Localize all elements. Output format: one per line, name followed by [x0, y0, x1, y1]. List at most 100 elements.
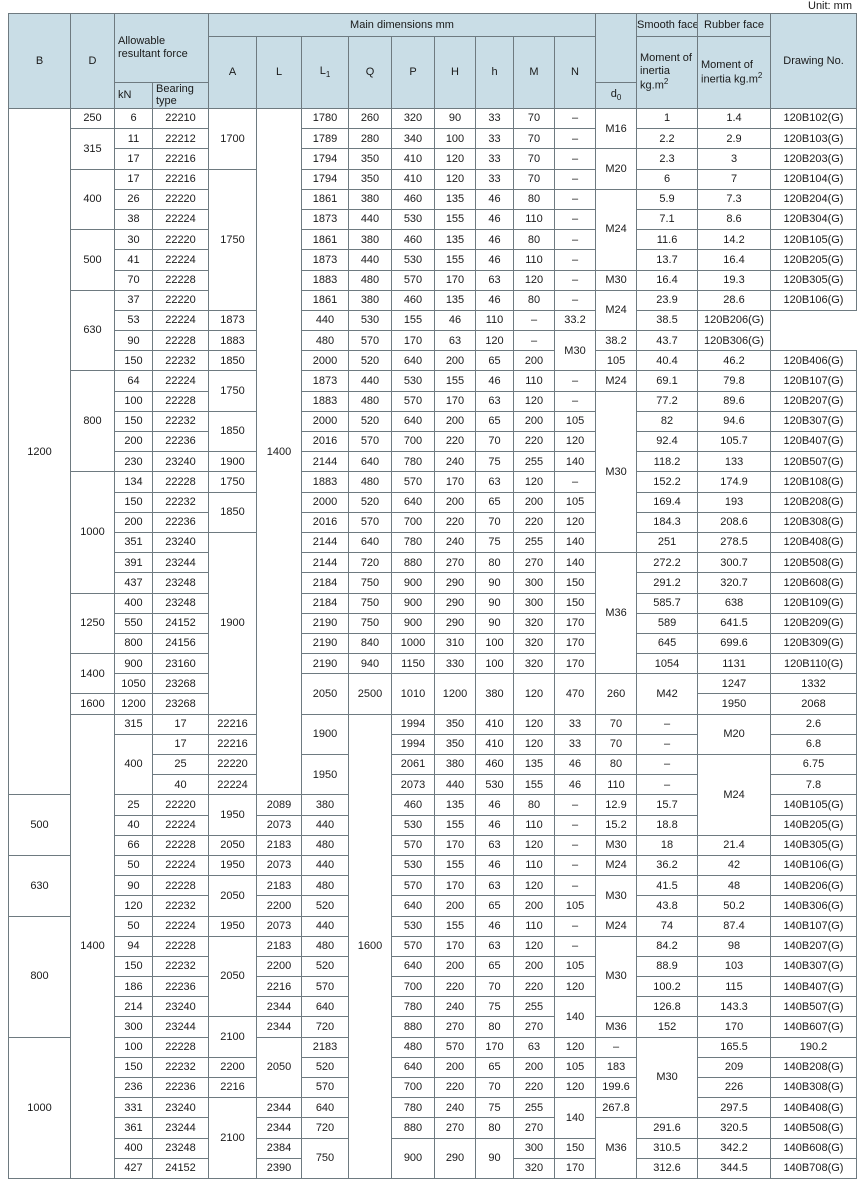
- cell-l1: 2183: [256, 834, 302, 856]
- cell-m: 200: [513, 350, 555, 372]
- cell-q: 750: [348, 612, 392, 634]
- cell-h-lower: 63: [475, 471, 514, 493]
- cell-p: 1000: [391, 632, 435, 655]
- cell-n: 170: [553, 1157, 597, 1179]
- cell-n: –: [553, 269, 597, 291]
- cell-moment-smooth: 5.9: [636, 188, 699, 210]
- cell-moment-smooth: 267.8: [595, 1097, 638, 1119]
- cell-n: –: [553, 915, 597, 937]
- cell-drawing-no: 120B105(G): [770, 229, 858, 251]
- cell-h-upper: 170: [434, 471, 476, 493]
- cell-l1: 2183: [256, 875, 302, 897]
- col-header-d: D: [70, 13, 115, 109]
- cell-p: 570: [391, 390, 435, 412]
- table-row: 400 23248 2384 750 900 290 90 300 150 310.5 342.2 1…: [9, 1137, 858, 1179]
- cell-l1: 1883: [301, 471, 349, 493]
- cell-p: 880: [391, 1016, 435, 1038]
- cell-m: 80: [595, 753, 638, 776]
- cell-moment-rubber: 320.5: [697, 1117, 772, 1139]
- cell-q: 440: [301, 854, 349, 877]
- cell-h-lower: 46: [475, 229, 514, 251]
- cell-h-lower: 70: [475, 1076, 514, 1099]
- cell-n: 120: [553, 430, 597, 453]
- cell-q: 380: [348, 289, 392, 311]
- cell-n: 105: [553, 955, 597, 978]
- cell-bearing-type: 22220: [152, 289, 209, 311]
- col-header-p: P: [391, 36, 435, 109]
- cell-n: 120: [553, 511, 597, 533]
- cell-bearing-type: 23248: [152, 572, 209, 594]
- cell-m: 80: [513, 188, 555, 210]
- cell-drawing-no: 120B507(G): [770, 451, 858, 473]
- cell-h-lower: 65: [475, 491, 514, 513]
- cell-h-upper: 240: [434, 1097, 476, 1119]
- cell-m: 120: [513, 834, 555, 856]
- cell-d0: M30: [595, 390, 638, 554]
- cell-h-lower: 65: [475, 895, 514, 917]
- cell-a: 2050: [208, 875, 257, 917]
- cell-bearing-type: 22220: [152, 229, 209, 251]
- cell-moment-rubber: 14.2: [697, 229, 772, 251]
- cell-q: 570: [301, 976, 349, 998]
- cell-drawing-no: 120B308(G): [770, 511, 858, 533]
- table-row: 1050 23268 2050 2500 1010 1200 380 120 470 260 M42…: [9, 673, 858, 715]
- cell-b: 1200: [8, 107, 71, 796]
- cell-kn: 134: [114, 471, 153, 493]
- cell-moment-rubber: 7.3: [697, 188, 772, 210]
- cell-moment-smooth: 23.9: [636, 289, 699, 311]
- cell-l1: 2000: [301, 350, 349, 372]
- cell-bearing-type: 23248: [152, 592, 209, 614]
- table-row: 2522220195020613804601354680–M246.758.11…: [9, 753, 858, 836]
- cell-drawing-no: 120B608(G): [770, 572, 858, 594]
- cell-p: 700: [391, 430, 435, 453]
- cell-n: 140: [553, 552, 597, 574]
- cell-moment-smooth: 152.2: [636, 471, 699, 493]
- col-header-h-lower: h: [475, 36, 514, 109]
- cell-drawing-no: 140B105(G): [770, 794, 858, 816]
- table-row: 630 37 22220 1861 380 460 135 46 80– M24 23.9 28.6 1…: [9, 289, 858, 372]
- cell-drawing-no: 120B309(G): [770, 632, 858, 655]
- cell-drawing-no: 140B106(G): [770, 854, 858, 877]
- cell-bearing-type: 23268: [152, 693, 209, 715]
- cell-moment-rubber: 209: [697, 1056, 772, 1079]
- table-row: 38 22224 1873 440 530 155 46 110– 7.1 8.6 120B304(…: [9, 208, 858, 231]
- cell-kn: 1200: [114, 693, 153, 715]
- cell-bearing-type: 22224: [152, 249, 209, 271]
- cell-m: 255: [513, 996, 555, 1018]
- cell-h-upper: 170: [434, 875, 476, 897]
- cell-h-lower: 46: [475, 854, 514, 877]
- cell-drawing-no: 140B306(G): [770, 895, 858, 917]
- cell-moment-smooth: 6.8: [770, 733, 858, 756]
- cell-moment-rubber: 320.7: [697, 572, 772, 594]
- cell-a: 1700: [208, 108, 257, 170]
- cell-kn: 17: [114, 168, 153, 190]
- cell-h-upper: 220: [434, 430, 476, 453]
- cell-p: 780: [391, 1097, 435, 1119]
- cell-d0: M36: [595, 552, 638, 675]
- cell-a: 1900: [301, 713, 349, 756]
- cell-n: –: [636, 733, 699, 756]
- table-row: 66 22228 2050 2183 480 570 170 63 120– M30 18 21.4 1…: [9, 834, 858, 856]
- cell-bearing-type: 22216: [152, 148, 209, 170]
- cell-kn: 200: [114, 511, 153, 533]
- cell-kn: 17: [152, 733, 209, 756]
- cell-moment-smooth: 2.2: [636, 128, 699, 150]
- cell-moment-rubber: 300.7: [697, 552, 772, 574]
- cell-moment-rubber: 193: [697, 491, 772, 513]
- cell-n: 120: [553, 1076, 597, 1099]
- cell-kn: 200: [114, 430, 153, 453]
- cell-h-upper: 270: [434, 1016, 476, 1038]
- cell-q: 640: [348, 451, 392, 473]
- cell-q: 480: [348, 471, 392, 493]
- table-row: 41 22224 1873 440 530 155 46 110– 13.7 16.4 120B20…: [9, 249, 858, 271]
- cell-d: 315: [70, 128, 115, 170]
- cell-p: 570: [391, 875, 435, 897]
- cell-moment-smooth: 251: [636, 531, 699, 554]
- cell-l1: 1789: [301, 128, 349, 150]
- cell-l1: 2344: [256, 1016, 302, 1038]
- col-header-main-dimensions: Main dimensions mm: [207, 13, 597, 37]
- table-row: 550 24152 2190 750 900 290 90 320 170 589 641.5 120…: [9, 612, 858, 634]
- cell-bearing-type: 22224: [152, 915, 209, 937]
- cell-p: 1200: [434, 673, 476, 715]
- cell-m: 120: [513, 269, 555, 291]
